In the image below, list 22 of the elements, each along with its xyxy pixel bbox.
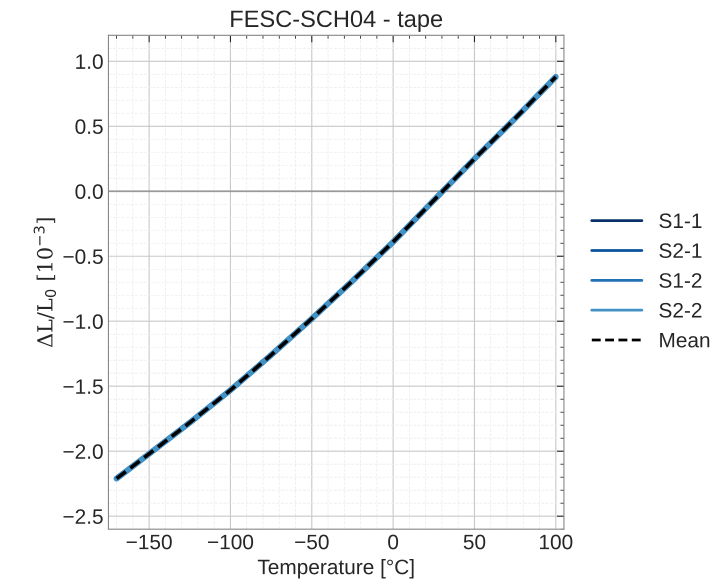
x-axis-title: Temperature [°C] [258, 559, 414, 578]
y-tick-label: 1.0 [76, 54, 103, 70]
y-tick-label: 0.5 [75, 119, 103, 134]
y-tick-label: −2.5 [63, 509, 103, 524]
y-tick-label: −1.0 [63, 314, 103, 329]
y-tick-label: −2.0 [63, 444, 103, 459]
x-tick-label: −150 [126, 534, 172, 550]
x-tick-label: 50 [464, 534, 486, 550]
x-tick-label: −50 [295, 534, 329, 550]
x-tick-label: −100 [208, 534, 254, 550]
y-tick-label: −1.5 [63, 379, 103, 394]
legend-label: S2-2 [659, 302, 702, 318]
x-tick-label: 0 [388, 534, 398, 550]
x-tick-label: 100 [540, 534, 572, 550]
legend-label: S1-1 [659, 213, 702, 228]
legend-label: Mean [660, 332, 710, 348]
y-tick-label: −0.5 [63, 249, 103, 264]
chart-title: FESC-SCH04 - tape [231, 10, 442, 32]
y-axis-title: ΔL/L$_{0}$ [10$^{−3}$] [34, 218, 56, 348]
legend-label: S2-1 [659, 243, 702, 258]
y-tick-label: 0.0 [75, 184, 103, 200]
legend-label: S1-2 [659, 273, 702, 288]
